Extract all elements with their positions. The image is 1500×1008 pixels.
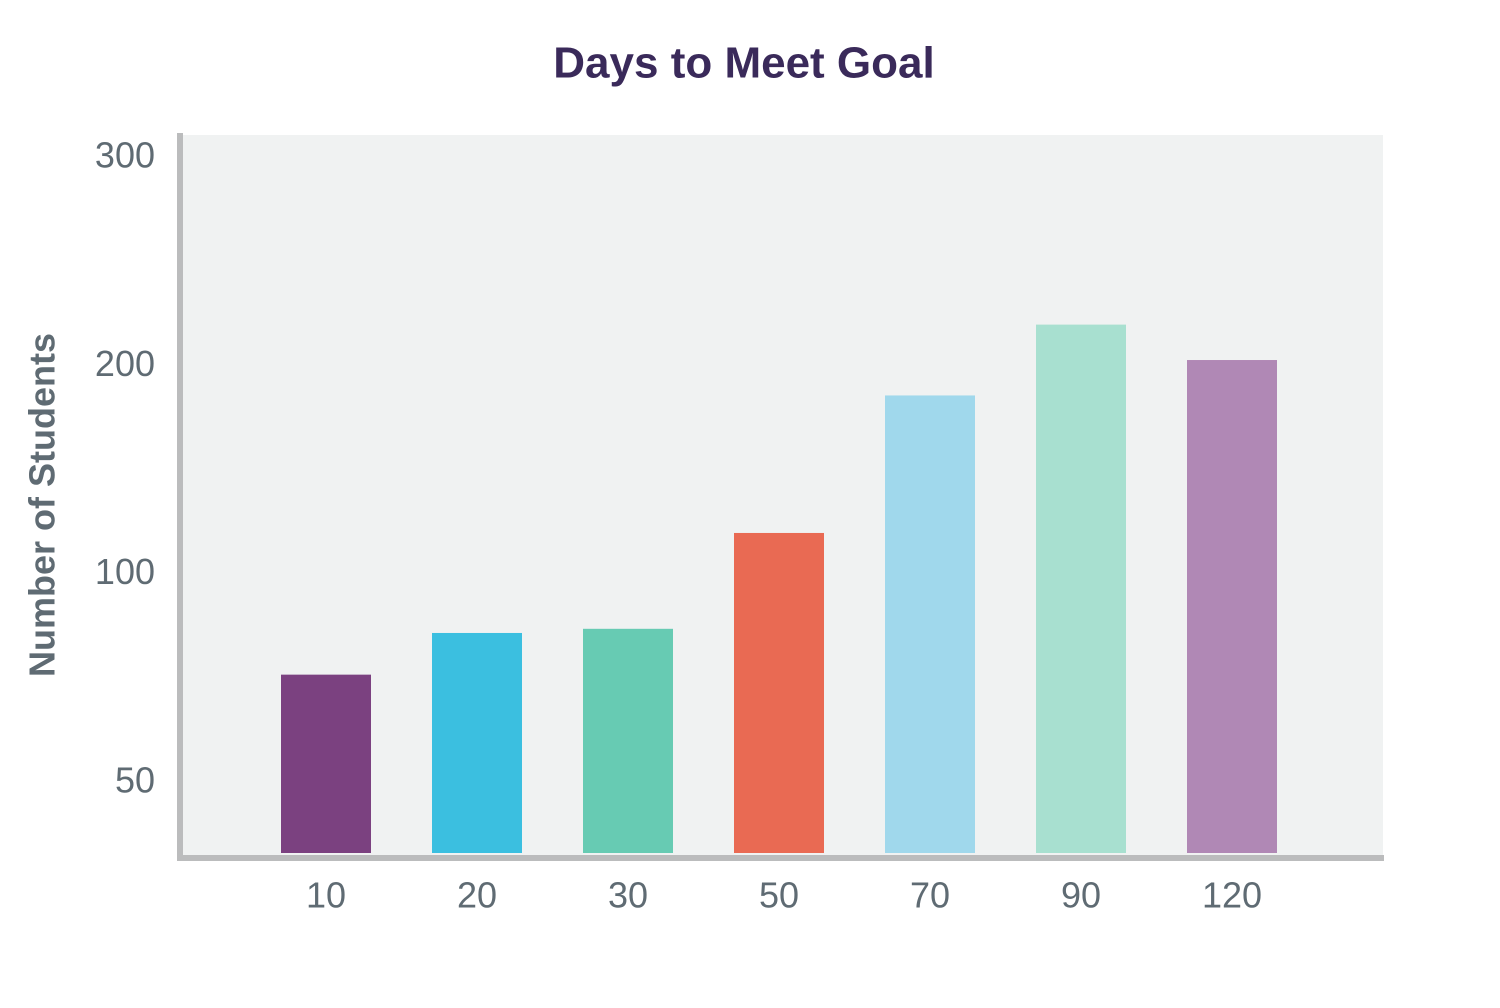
x-tick-label: 30 — [608, 875, 648, 916]
y-tick-label: 50 — [115, 760, 155, 801]
x-tick-label: 20 — [457, 875, 497, 916]
bar — [432, 632, 522, 853]
x-tick-label: 50 — [759, 875, 799, 916]
y-tick-label: 100 — [95, 551, 155, 592]
bar — [1036, 324, 1126, 853]
x-tick-label: 120 — [1202, 875, 1262, 916]
chart-title: Days to Meet Goal — [553, 39, 934, 88]
y-axis-label: Number of Students — [22, 333, 63, 677]
bar — [281, 674, 371, 853]
bar — [1187, 360, 1277, 853]
y-tick-label: 200 — [95, 343, 155, 384]
x-tick-label: 90 — [1061, 875, 1101, 916]
bar — [734, 532, 824, 853]
x-tick-label: 10 — [306, 875, 346, 916]
y-tick-label: 300 — [95, 134, 155, 175]
x-tick-label: 70 — [910, 875, 950, 916]
bar — [583, 628, 673, 853]
bar — [885, 395, 975, 853]
